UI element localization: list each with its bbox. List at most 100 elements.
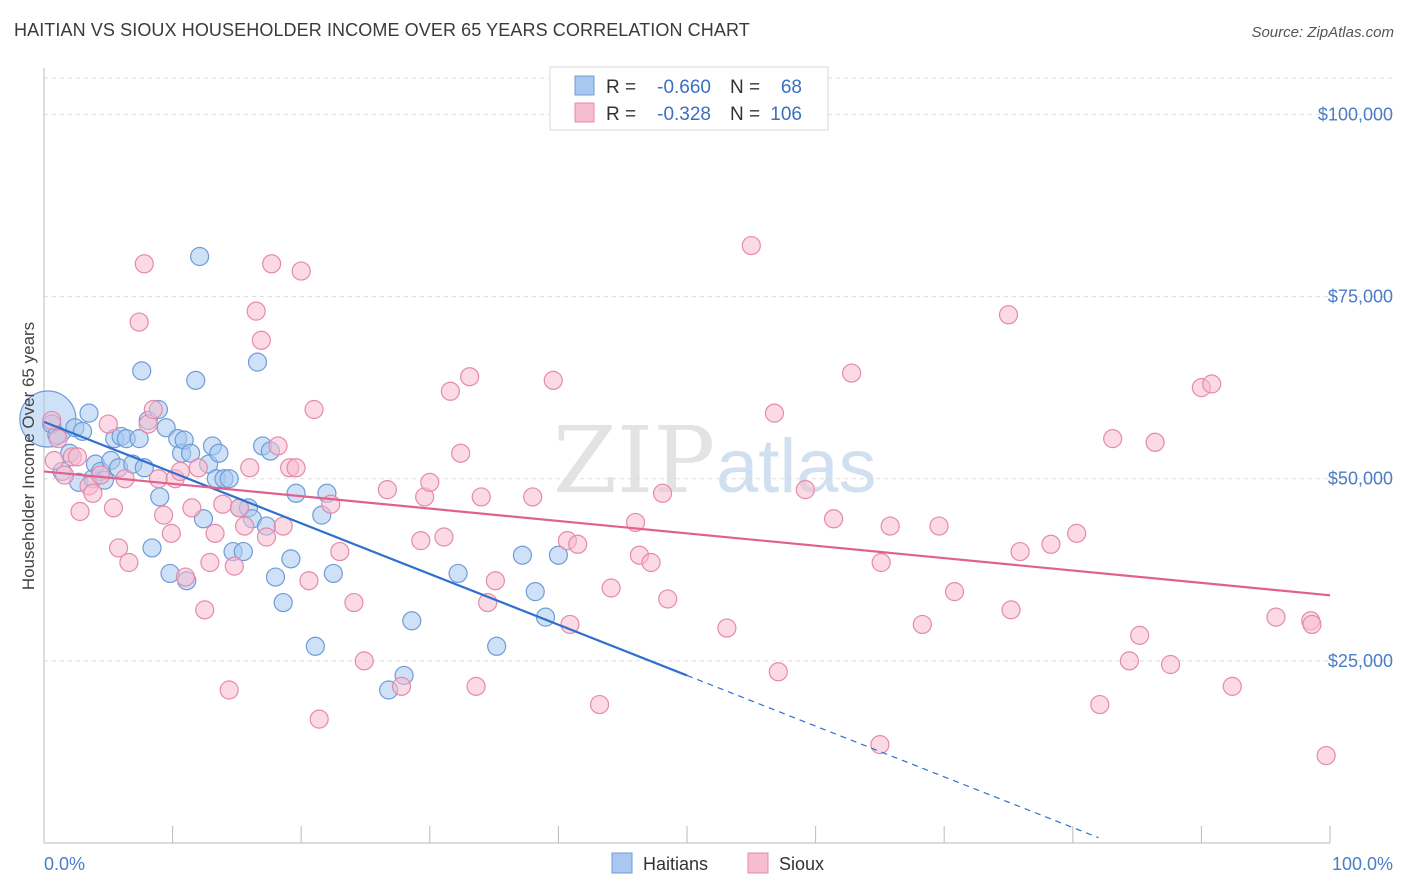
sioux-point-15	[129, 312, 149, 332]
sioux-point-25	[182, 498, 202, 518]
watermark-zip: ZIP	[553, 407, 715, 514]
watermark-atlas: atlas	[716, 424, 877, 509]
haitians-point-62	[448, 563, 468, 584]
haitians-point-19	[129, 429, 149, 449]
sioux-point-76	[658, 589, 678, 609]
sioux-point-62	[471, 487, 491, 507]
sioux-point-96	[1103, 429, 1123, 449]
haitians-point-33	[186, 370, 206, 390]
sioux-point-100	[1160, 654, 1181, 675]
haitians-point-25	[150, 487, 170, 507]
legend-r-value-1: -0.328	[657, 104, 711, 125]
sioux-point-71	[601, 578, 621, 598]
sioux-point-107	[1316, 745, 1336, 766]
sioux-point-9	[90, 465, 111, 485]
x-tick-label-1: 100.0%	[1332, 854, 1393, 874]
sioux-point-53	[391, 676, 412, 696]
sioux-point-86	[880, 516, 900, 536]
sioux-point-94	[1067, 523, 1087, 543]
sioux-point-56	[420, 472, 440, 492]
sioux-point-65	[523, 487, 543, 507]
haitians-point-67	[548, 545, 569, 565]
sioux-point-52	[377, 480, 397, 500]
sioux-point-77	[717, 618, 737, 638]
sioux-point-14	[119, 552, 139, 573]
sioux-point-68	[560, 614, 580, 635]
sioux-point-43	[286, 458, 306, 478]
haitians-point-61	[402, 611, 422, 631]
trend-lines	[43, 420, 1331, 839]
sioux-point-59	[451, 443, 471, 463]
sioux-point-28	[200, 552, 220, 573]
sioux-point-50	[344, 592, 364, 613]
chart-title: HAITIAN VS SIOUX HOUSEHOLDER INCOME OVER…	[14, 20, 750, 40]
sioux-point-26	[188, 458, 208, 478]
sioux-point-88	[929, 516, 949, 536]
sioux-point-102	[1202, 374, 1222, 394]
sioux-point-11	[103, 498, 124, 518]
haitians-point-20	[132, 361, 152, 381]
haitians-point-51	[265, 567, 286, 587]
legend-n-value-1: 106	[770, 104, 802, 125]
sioux-point-51	[354, 651, 374, 671]
haitians-trend-extension	[686, 674, 1099, 839]
legend-r-label-1: R =	[606, 104, 636, 125]
sioux-point-29	[205, 523, 225, 543]
haitians-point-44	[233, 541, 253, 562]
haitians-point-55	[305, 636, 325, 656]
legend-swatch-1	[574, 102, 595, 123]
haitians-point-63	[487, 636, 507, 656]
sioux-point-36	[246, 301, 266, 321]
haitians-point-64	[512, 545, 532, 565]
sioux-point-84	[870, 735, 890, 755]
watermark: ZIP atlas	[553, 407, 877, 514]
sioux-point-78	[741, 235, 761, 256]
y-axis-label: Householder Income Over 65 years	[19, 322, 38, 590]
sioux-point-38	[256, 527, 277, 547]
y-tick-labels: $25,000 $50,000 $75,000 $100,000	[1318, 104, 1393, 670]
sioux-point-98	[1130, 625, 1150, 645]
bottom-legend-label-0: Haitians	[643, 854, 708, 874]
sioux-point-46	[304, 399, 324, 420]
sioux-point-104	[1266, 607, 1286, 627]
sioux-point-54	[411, 531, 431, 551]
haitians-point-23	[142, 538, 162, 558]
sioux-point-70	[589, 694, 610, 715]
bottom-legend-swatch-0	[611, 852, 633, 874]
sioux-point-19	[148, 469, 169, 489]
sioux-point-74	[641, 552, 661, 573]
haitians-trend-line	[43, 420, 688, 677]
sioux-point-27	[195, 600, 215, 620]
sioux-point-75	[652, 483, 673, 503]
sioux-point-103	[1222, 676, 1242, 696]
legend-n-label-0: N =	[730, 77, 760, 98]
haitians-point-53	[281, 549, 301, 569]
bottom-legend-swatch-1	[747, 852, 769, 874]
sioux-point-97	[1119, 651, 1139, 671]
sioux-point-91	[1001, 600, 1021, 620]
sioux-point-31	[219, 680, 239, 700]
correlation-legend: R = -0.660 N = 68 R = -0.328 N = 106	[549, 66, 829, 131]
legend-n-value-0: 68	[781, 77, 802, 98]
sioux-point-6	[70, 501, 90, 522]
sioux-point-32	[224, 556, 244, 576]
haitians-point-47	[247, 352, 268, 372]
sioux-point-16	[134, 254, 154, 274]
sioux-point-82	[824, 509, 844, 529]
y-tick-label-3: $100,000	[1318, 104, 1393, 124]
sioux-point-90	[998, 305, 1019, 325]
sioux-point-49	[330, 541, 350, 562]
legend-r-label-0: R =	[606, 77, 636, 98]
sioux-point-20	[153, 505, 174, 525]
y-tick-label-0: $25,000	[1328, 651, 1393, 671]
sioux-point-80	[768, 662, 788, 682]
sioux-point-89	[944, 582, 965, 602]
sioux-point-5	[67, 447, 88, 467]
sioux-point-106	[1302, 614, 1322, 635]
bottom-legend-label-1: Sioux	[779, 854, 824, 874]
haitians-point-52	[273, 592, 293, 613]
sioux-point-47	[309, 709, 329, 729]
sioux-point-1	[44, 450, 64, 471]
sioux-point-87	[912, 614, 932, 635]
